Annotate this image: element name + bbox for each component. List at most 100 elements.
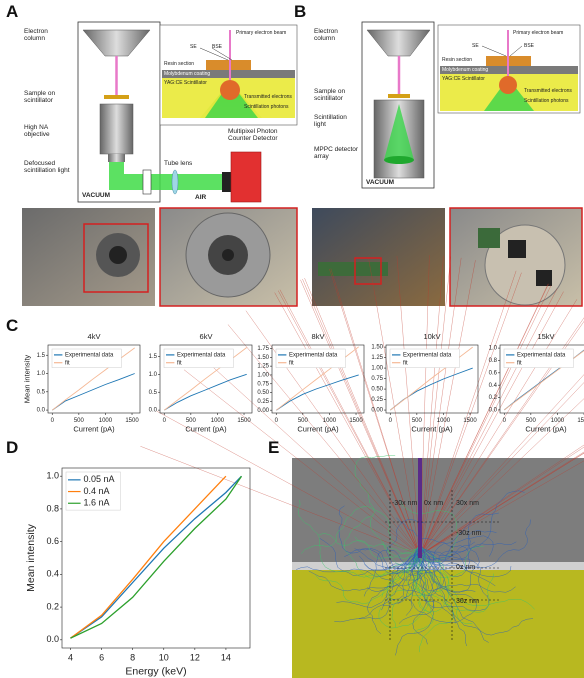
label: AIR: [195, 194, 206, 201]
label: Transmitted electrons: [244, 94, 292, 101]
y-tick-label: 0.75: [371, 376, 383, 382]
legend-label: fit: [65, 360, 70, 366]
label: Primary electron beam: [236, 30, 286, 37]
y-tick-label: 1.5: [37, 353, 46, 359]
panel-label: E: [268, 438, 279, 458]
legend-label: Experimental data: [517, 352, 566, 358]
x-axis-label: Current (pA): [411, 424, 453, 433]
y-tick-label: 1.25: [371, 355, 383, 361]
label: SE: [190, 44, 197, 51]
y-tick-label: 0.8: [489, 358, 498, 364]
y-tick-label: 0.8: [46, 503, 59, 513]
y-tick-label: 0.25: [257, 399, 269, 405]
y-tick-label: 0.5: [149, 390, 158, 396]
panel-label: C: [6, 316, 18, 336]
label: Defocused scintillation light: [24, 160, 74, 174]
label: Molybdenum coating: [442, 67, 488, 74]
label: BSE: [524, 43, 534, 50]
y-tick-label: 0.0: [489, 407, 498, 413]
x-tick-label: 500: [298, 418, 309, 424]
y-tick-label: 1.75: [257, 346, 269, 352]
x-tick-label: 500: [412, 418, 423, 424]
series-line: [390, 368, 472, 410]
label: 30z nm: [456, 598, 479, 605]
y-tick-label: 1.0: [489, 346, 498, 352]
y-tick-label: 0.5: [37, 389, 46, 395]
x-tick-label: 10: [159, 652, 169, 662]
chart: 0500100015000.00.51.01.56kVCurrent (pA)E…: [149, 332, 252, 433]
y-axis-label: Mean intensity: [23, 355, 32, 404]
y-tick-label: 1.0: [37, 371, 46, 377]
label: YAG:CE Scintillator: [164, 80, 207, 87]
x-tick-label: 1000: [99, 418, 113, 424]
chart-title: 6kV: [200, 332, 213, 341]
legend-label: Experimental data: [289, 352, 338, 358]
x-tick-label: 12: [190, 652, 200, 662]
label: VACUUM: [366, 179, 394, 186]
x-tick-label: 0: [389, 418, 393, 424]
panel-label: A: [6, 2, 18, 22]
legend-label: 1.6 nA: [84, 498, 110, 508]
legend-label: 0.4 nA: [84, 486, 110, 496]
legend-label: Experimental data: [177, 352, 226, 358]
x-tick-label: 14: [221, 652, 231, 662]
label: 30x nm: [456, 500, 479, 507]
y-tick-label: 0.00: [371, 408, 383, 414]
label: VACUUM: [82, 192, 110, 199]
chart: 0500100015000.000.250.500.751.001.251.50…: [371, 332, 478, 433]
x-axis-label: Current (pA): [185, 424, 227, 433]
y-tick-label: 0.4: [489, 383, 498, 389]
x-tick-label: 6: [99, 652, 104, 662]
chart: 0500100015000.00.20.40.60.81.015kVCurren…: [489, 332, 584, 433]
y-tick-label: 0.0: [149, 408, 158, 414]
x-tick-label: 8: [130, 652, 135, 662]
y-tick-label: 0.00: [257, 408, 269, 414]
x-axis-label: Current (pA): [73, 424, 115, 433]
x-tick-label: 500: [186, 418, 197, 424]
y-tick-label: 0.6: [489, 370, 498, 376]
y-tick-label: 1.50: [371, 345, 383, 351]
legend-label: fit: [289, 360, 294, 366]
label: 0x nm: [424, 500, 443, 507]
x-axis-label: Energy (keV): [125, 665, 186, 677]
label: Sample on scintillator: [24, 90, 74, 104]
y-tick-label: 0.6: [46, 536, 59, 546]
legend-label: 0.05 nA: [84, 474, 115, 484]
x-tick-label: 0: [275, 418, 279, 424]
panel-label: B: [294, 2, 306, 22]
label: MPPC detector array: [314, 146, 359, 160]
y-tick-label: 1.0: [149, 372, 158, 378]
y-tick-label: 0.4: [46, 569, 59, 579]
y-tick-label: 1.5: [149, 354, 158, 360]
label: YAG:CE Scintillator: [442, 76, 485, 83]
legend-label: Experimental data: [403, 352, 452, 358]
chart-title: 15kV: [537, 332, 554, 341]
label: BSE: [212, 44, 222, 51]
y-tick-label: 1.00: [257, 373, 269, 379]
legend-label: Experimental data: [65, 352, 114, 358]
label: Primary electron beam: [513, 30, 563, 37]
legend-label: fit: [517, 360, 522, 366]
label: Multipixel Photon Counter Detector: [228, 128, 298, 142]
x-tick-label: 1500: [463, 418, 477, 424]
label: Scintillation photons: [244, 104, 288, 111]
x-tick-label: 1000: [211, 418, 225, 424]
y-tick-label: 0.0: [46, 634, 59, 644]
y-tick-label: 0.75: [257, 381, 269, 387]
y-tick-label: 0.0: [37, 408, 46, 414]
panel-b-diagram: [312, 22, 582, 306]
y-tick-label: 0.2: [46, 601, 59, 611]
series-line: [276, 375, 358, 410]
y-tick-label: 1.0: [46, 471, 59, 481]
label: Electron column: [314, 28, 359, 42]
y-tick-label: 0.50: [371, 387, 383, 393]
x-tick-label: 1000: [551, 418, 565, 424]
x-tick-label: 0: [163, 418, 167, 424]
x-tick-label: 500: [74, 418, 85, 424]
panel-label: D: [6, 438, 18, 458]
label: Resin section: [442, 57, 472, 64]
y-axis-label: Mean intensity: [25, 523, 37, 591]
y-tick-label: 0.25: [371, 397, 383, 403]
label: -30z nm: [456, 530, 481, 537]
y-tick-label: 0.50: [257, 390, 269, 396]
